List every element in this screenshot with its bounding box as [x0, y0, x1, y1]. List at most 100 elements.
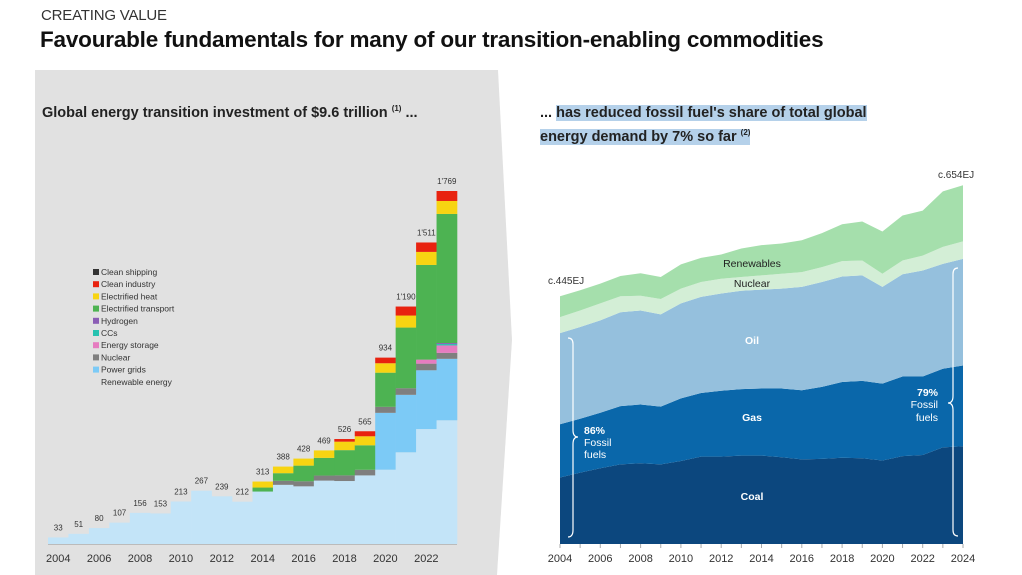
- end-fossil-share: 79%: [917, 387, 939, 399]
- bar-total-label: 212: [236, 488, 250, 497]
- bar-segment-electrified-transport: [354, 445, 376, 470]
- legend-label: Power grids: [101, 365, 146, 375]
- bar-segment-nuclear: [416, 363, 437, 371]
- bar-total-label: 153: [154, 499, 168, 508]
- bar-total-label: 469: [317, 436, 331, 445]
- legend-label: Nuclear: [101, 352, 130, 362]
- bar-segment-renewable-energy: [109, 522, 131, 544]
- bar-segment-renewable-energy: [129, 512, 151, 544]
- bar-segment-nuclear: [395, 388, 417, 395]
- area-gas: [560, 365, 963, 478]
- renewables-label: Renewables: [723, 258, 781, 270]
- bar-segment-electrified-heat: [395, 315, 417, 328]
- area-coal: [560, 446, 963, 544]
- x-tick-label: 2024: [951, 553, 975, 565]
- bar-segment-electrified-heat: [272, 466, 294, 474]
- x-tick-label: 2022: [414, 553, 438, 565]
- bar-segment-hydrogen: [436, 343, 458, 345]
- x-tick-label: 2020: [870, 553, 894, 565]
- left-heading-text: Global energy transition investment of $…: [42, 104, 388, 121]
- bar-segment-electrified-transport: [334, 450, 356, 476]
- section-kicker: CREATING VALUE: [41, 7, 167, 24]
- x-tick-label: 2006: [87, 553, 111, 565]
- x-tick-label: 2010: [169, 553, 193, 565]
- bar-segment-ccs: [436, 344, 458, 346]
- end-fossil-brace: [947, 267, 959, 537]
- bar-segment-nuclear: [436, 352, 458, 359]
- x-tick-label: 2022: [910, 553, 934, 565]
- legend-swatch: [93, 366, 99, 373]
- bar-segment-electrified-heat: [354, 436, 376, 446]
- start-fossil-brace: [567, 337, 579, 538]
- x-tick-label: 2018: [332, 553, 356, 565]
- bar-segment-renewable-energy: [313, 480, 335, 544]
- coal-label: Coal: [741, 491, 764, 503]
- bar-segment-electrified-heat: [252, 481, 274, 488]
- right-heading-line1: has reduced fossil fuel's share of total…: [556, 105, 867, 121]
- x-tick-label: 2016: [291, 553, 315, 565]
- gas-label: Gas: [742, 412, 762, 424]
- bar-segment-renewable-energy: [375, 469, 396, 544]
- energy-demand-chart: 2004 2006 2008 2010 2012 2014 2016 2018 2020 2022…: [548, 170, 975, 565]
- legend-swatch: [93, 378, 99, 385]
- start-total-label: c.445EJ: [548, 276, 584, 287]
- bar-segment-nuclear: [293, 481, 315, 487]
- bar-segment-electrified-heat: [334, 441, 356, 451]
- bar-segment-nuclear: [313, 475, 335, 481]
- bar-segment-energy-storage: [436, 345, 458, 353]
- start-fossil-share: 86%: [584, 425, 606, 437]
- x-tick-label: 2014: [250, 553, 274, 565]
- bar-total-label: 156: [133, 499, 147, 508]
- x-tick-label: 2012: [210, 553, 234, 565]
- bar-segment-nuclear: [272, 480, 294, 485]
- legend-swatch: [93, 293, 99, 300]
- bar-segment-clean-industry: [395, 306, 417, 316]
- x-tick-label: 2004: [548, 553, 572, 565]
- bar-segment-renewable-energy: [48, 537, 69, 544]
- bar-segment-renewable-energy: [416, 429, 437, 544]
- bar-segment-electrified-heat: [293, 458, 315, 466]
- bar-segment-electrified-heat: [375, 363, 396, 373]
- bar-total-label: 1'190: [396, 293, 416, 302]
- bar-total-label: 565: [358, 417, 372, 426]
- bar-segment-renewable-energy: [354, 475, 376, 544]
- bar-segment-renewable-energy: [150, 513, 171, 544]
- bar-segment-nuclear: [354, 469, 376, 476]
- area-nuclear: [560, 241, 963, 334]
- legend-label: Electrified transport: [101, 304, 175, 314]
- right-heading-line2: energy demand by 7% so far: [540, 128, 737, 145]
- bar-segment-electrified-transport: [252, 487, 274, 492]
- legend-label: Renewable energy: [101, 377, 173, 387]
- oil-label: Oil: [745, 335, 759, 347]
- right-heading-line2-wrap: energy demand by 7% so far (2): [540, 128, 751, 145]
- bar-total-label: 1'511: [417, 228, 436, 237]
- bar-segment-renewable-energy: [191, 490, 212, 544]
- bar-total-label: 107: [113, 509, 127, 518]
- bar-segment-clean-industry: [334, 439, 356, 442]
- bar-segment-electrified-transport: [436, 213, 458, 344]
- bar-segment-renewable-energy: [334, 481, 356, 544]
- bar-segment-power-grids: [436, 358, 458, 421]
- investment-chart: 33 51 80 107 156 153 213 267 239 212 313 388 428 469 5…: [46, 177, 458, 565]
- nuclear-label: Nuclear: [734, 278, 771, 290]
- bar-segment-electrified-transport: [293, 465, 315, 482]
- legend-swatch: [93, 330, 99, 336]
- legend-swatch: [93, 342, 99, 349]
- legend-label: CCs: [101, 328, 118, 338]
- footnote-1: (1): [391, 104, 402, 113]
- bar-segment-electrified-heat: [416, 251, 437, 265]
- x-tick-label: 2004: [46, 553, 70, 565]
- bar-segment-electrified-transport: [272, 473, 294, 481]
- bar-total-label: 934: [379, 344, 393, 353]
- bar-total-label: 33: [54, 523, 63, 532]
- bar-segment-clean-industry: [416, 242, 437, 252]
- bar-segment-power-grids: [375, 412, 396, 470]
- bar-segment-renewable-energy: [68, 533, 90, 544]
- x-tick-label: 2008: [628, 553, 652, 565]
- bar-segment-electrified-transport: [313, 457, 335, 476]
- bar-total-label: 80: [95, 514, 104, 523]
- bar-total-label: 428: [297, 445, 311, 454]
- legend-label: Hydrogen: [101, 316, 138, 326]
- legend-label: Energy storage: [101, 340, 159, 350]
- x-tick-label: 2016: [790, 553, 814, 565]
